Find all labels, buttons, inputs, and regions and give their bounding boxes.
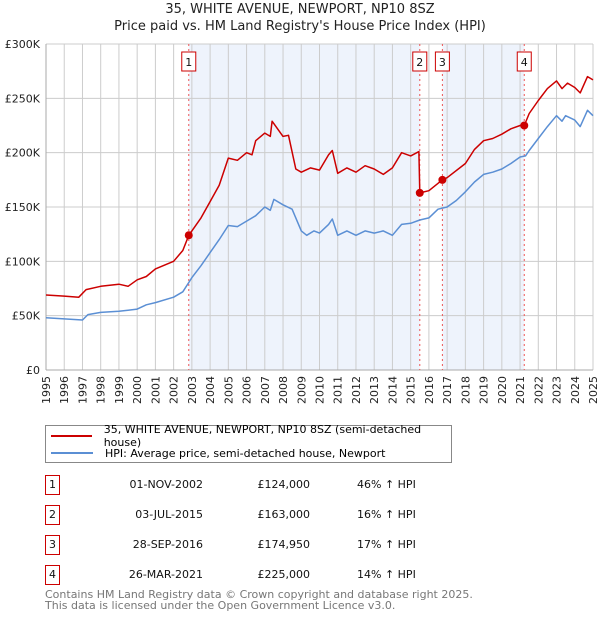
sale-label-box bbox=[434, 51, 450, 72]
x-tick-label: 2021 bbox=[514, 376, 527, 404]
sale-date: 26-MAR-2021 bbox=[128, 568, 203, 581]
legend-label-property: 35, WHITE AVENUE, NEWPORT, NP10 8SZ (sem… bbox=[103, 423, 422, 449]
x-tick-label: 2002 bbox=[168, 376, 181, 404]
y-tick-label: £300K bbox=[5, 38, 41, 51]
x-tick-label: 1998 bbox=[95, 376, 108, 404]
x-tick-label: 1995 bbox=[40, 376, 53, 404]
sale-label-box bbox=[181, 51, 197, 72]
sale-price: £225,000 bbox=[257, 568, 311, 581]
x-tick-label: 1997 bbox=[76, 376, 89, 404]
sale-date: 01-NOV-2002 bbox=[129, 478, 203, 491]
sale-hpi-diff: 17% ↑ HPI bbox=[357, 538, 416, 551]
sale-label-box bbox=[412, 51, 428, 72]
legend-item-property: 35, WHITE AVENUE, NEWPORT, NP10 8SZ (sem… bbox=[46, 423, 451, 449]
x-tick-label: 2013 bbox=[368, 376, 381, 404]
x-tick-label: 2017 bbox=[441, 376, 454, 404]
sale-point bbox=[520, 121, 529, 130]
sale-label: 1 bbox=[185, 56, 192, 69]
sale-point bbox=[184, 231, 193, 240]
footer-licence: This data is licensed under the Open Gov… bbox=[45, 599, 396, 612]
x-tick-label: 2008 bbox=[277, 376, 290, 404]
x-tick-label: 2012 bbox=[350, 376, 363, 404]
sale-label: 3 bbox=[439, 56, 446, 69]
x-tick-label: 2007 bbox=[259, 376, 272, 404]
x-tick-label: 2003 bbox=[186, 376, 199, 404]
hpi-line bbox=[45, 109, 594, 321]
sale-price: £163,000 bbox=[257, 508, 311, 521]
y-tick-label: £50K bbox=[12, 310, 41, 323]
sale-badge: 2 bbox=[45, 505, 60, 525]
chart-title: 35, WHITE AVENUE, NEWPORT, NP10 8SZ bbox=[165, 2, 435, 17]
sale-label-box bbox=[516, 51, 532, 72]
legend-item-hpi: HPI: Average price, semi-detached house,… bbox=[46, 445, 385, 461]
x-tick-label: 2005 bbox=[222, 376, 235, 404]
sale-date: 03-JUL-2015 bbox=[135, 508, 203, 521]
y-tick-label: £0 bbox=[26, 364, 40, 377]
sale-badge: 3 bbox=[45, 535, 60, 555]
x-tick-label: 2025 bbox=[587, 376, 600, 404]
x-tick-label: 1996 bbox=[58, 376, 71, 404]
x-tick-label: 2009 bbox=[295, 376, 308, 404]
footer-copyright: Contains HM Land Registry data © Crown c… bbox=[45, 588, 473, 601]
sale-hpi-diff: 16% ↑ HPI bbox=[357, 508, 416, 521]
sale-price: £174,950 bbox=[257, 538, 311, 551]
sale-hpi-diff: 14% ↑ HPI bbox=[357, 568, 416, 581]
legend: 35, WHITE AVENUE, NEWPORT, NP10 8SZ (sem… bbox=[45, 423, 452, 463]
price-chart: 1995 1996 1997 1998 1999 2000 2001 2002 2003 2004… bbox=[5, 38, 600, 404]
legend-label-hpi: HPI: Average price, semi-detached house,… bbox=[105, 446, 386, 460]
sale-hpi-diff: 46% ↑ HPI bbox=[357, 478, 416, 491]
chart-subtitle: Price paid vs. HM Land Registry's House … bbox=[114, 19, 486, 34]
x-tick-label: 2018 bbox=[459, 376, 472, 404]
sale-badge: 4 bbox=[45, 565, 60, 585]
x-tick-label: 2023 bbox=[551, 376, 564, 404]
x-tick-label: 2016 bbox=[423, 376, 436, 404]
sale-price: £124,000 bbox=[257, 478, 311, 491]
y-tick-label: £150K bbox=[5, 201, 41, 214]
y-tick-label: £100K bbox=[5, 255, 41, 268]
x-tick-label: 2014 bbox=[386, 376, 399, 404]
sale-point bbox=[438, 175, 447, 184]
x-tick-label: 2006 bbox=[241, 376, 254, 404]
x-tick-label: 2015 bbox=[405, 376, 418, 404]
sale-point bbox=[415, 188, 424, 197]
y-tick-label: £250K bbox=[5, 92, 41, 105]
hpi-line-swatch bbox=[51, 452, 93, 454]
y-tick-label: £200K bbox=[5, 147, 41, 160]
x-tick-label: 2024 bbox=[569, 376, 582, 404]
x-tick-label: 2020 bbox=[496, 376, 509, 404]
sale-label: 2 bbox=[416, 56, 423, 69]
sale-label: 4 bbox=[521, 56, 528, 69]
property-line-swatch bbox=[51, 435, 92, 437]
x-tick-label: 2011 bbox=[332, 376, 345, 404]
x-tick-label: 2019 bbox=[478, 376, 491, 404]
x-tick-label: 2000 bbox=[131, 376, 144, 404]
x-tick-label: 2004 bbox=[204, 376, 217, 404]
x-tick-label: 2001 bbox=[149, 376, 162, 404]
x-tick-label: 1999 bbox=[113, 376, 126, 404]
x-tick-label: 2022 bbox=[532, 376, 545, 404]
x-tick-label: 2010 bbox=[314, 376, 327, 404]
sale-badge: 1 bbox=[45, 475, 60, 495]
sale-date: 28-SEP-2016 bbox=[132, 538, 203, 551]
